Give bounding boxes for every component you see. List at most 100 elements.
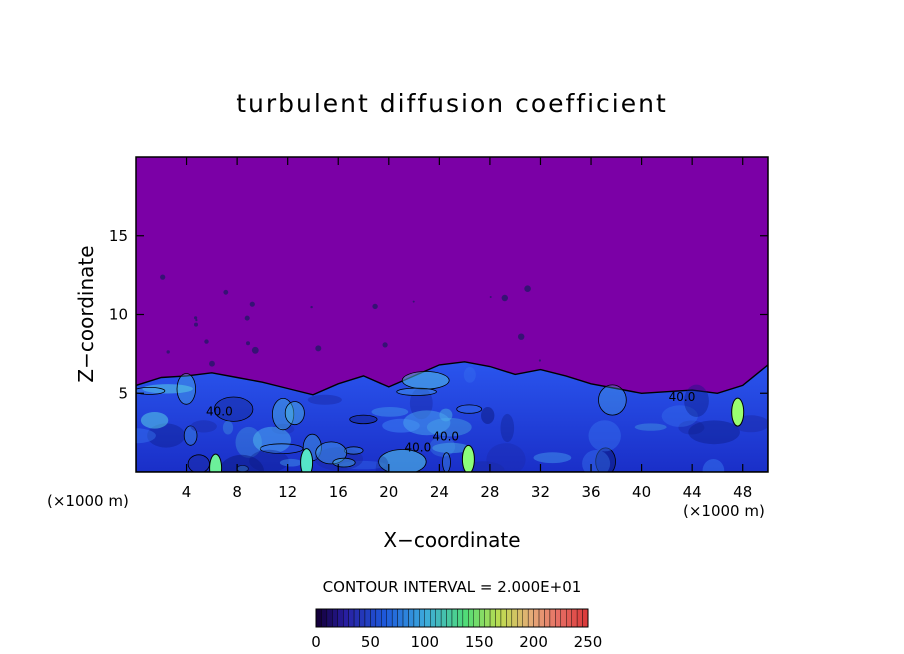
turbulence-eddy [190,420,217,433]
turbulence-eddy [403,410,451,436]
turbulence-eddy [429,436,456,457]
turbulence-eddy [349,414,378,425]
colorbar-cell [533,608,540,628]
colorbar-cell [326,608,333,628]
x-tick-label: 28 [480,483,499,501]
colorbar-cell [435,608,442,628]
colorbar-tick-label: 100 [410,633,439,651]
colorbar-cell [424,608,431,628]
turbulence-eddy [588,420,621,452]
turbulence-eddy [456,404,483,414]
x-tick-label: 16 [329,483,348,501]
y-tick-label: 5 [118,384,128,402]
turbulence-eddy [136,428,156,444]
turbulence-eddy [235,426,262,458]
colorbar-cell [391,608,398,628]
y-tick-label: 15 [109,227,128,245]
colorbar-cell [321,608,328,628]
colorbar-cell [479,608,485,628]
colorbar-cell [549,608,556,628]
turbulence-eddy [533,452,572,464]
turbulence-eddy [142,384,193,394]
turbulence-speck [501,294,508,302]
turbulence-speck [166,350,170,354]
colorbar-cell [375,608,382,628]
high-diffusion-core [461,444,475,472]
colorbar-cell [527,608,534,628]
x-unit-left: (×1000 m) [47,492,129,510]
x-tick-label: 8 [232,483,242,501]
colorbar-tick-label: 50 [361,633,380,651]
y-axis-ticks: 5 10 15 [109,227,768,402]
turbulence-eddy [213,396,254,422]
colorbar-cell [544,608,551,628]
turbulence-eddy [183,425,198,446]
turbulence-eddy [684,384,709,417]
colorbar-cell [364,608,371,628]
colorbar-cell [419,608,425,628]
turbulence-speck [204,339,209,344]
colorbar-cell [408,608,415,628]
x-tick-label: 24 [430,483,449,501]
turbulence-eddy [598,384,627,416]
colorbar-cell [571,608,578,628]
colorbar-cell [517,608,523,628]
x-tick-label: 44 [683,483,702,501]
turbulence-speck [538,359,542,362]
high-diffusion-core [300,448,314,472]
colorbar-cells [315,608,589,628]
turbulence-eddy [187,454,210,472]
turbulence-speck [244,315,250,321]
colorbar-cell [457,608,464,628]
colorbar-cell [402,608,409,628]
turbulence-eddy [688,420,740,445]
turbulence-eddy [401,371,450,390]
turbulence-eddy [279,458,303,467]
turbulence-eddy [582,450,611,472]
turbulence-speck [315,345,322,352]
colorbar-cell [468,608,474,628]
colorbar-cell [473,608,480,628]
colorbar-tick-label: 0 [311,633,321,651]
colorbar-tick-label: 150 [465,633,494,651]
colorbar-cell [462,608,469,628]
colorbar-cell [440,608,447,628]
colorbar-cell [348,608,355,628]
turbulence-speck [412,300,415,303]
colorbar-tick-label: 200 [519,633,548,651]
turbulence-speck [194,322,198,327]
colorbar: 0 50 100 150 200 250 [311,608,602,651]
colorbar-cell [500,608,507,628]
contour-label: 40.0 [405,441,432,455]
turbulence-eddy [463,367,476,383]
x-tick-label: 12 [278,483,297,501]
plot-area: 40.040.040.040.0 4 8 12 16 20 24 28 32 36 40 44 48 … [109,156,769,501]
turbulence-eddy [140,412,169,429]
x-unit-right: (×1000 m) [683,502,765,520]
colorbar-cell [538,608,545,628]
turbulence-eddy [634,423,667,431]
x-axis-ticks: 4 8 12 16 20 24 28 32 36 40 44 48 [182,157,752,501]
turbulence-speck [310,305,313,309]
colorbar-cell [386,608,393,628]
turbulence-eddy [595,447,616,472]
colorbar-cell [381,608,387,628]
y-tick-label: 10 [109,306,128,324]
high-diffusion-core [731,397,745,427]
turbulence-speck [489,296,492,298]
x-tick-label: 32 [531,483,550,501]
turbulence-speck [524,285,531,293]
colorbar-cell [359,608,366,628]
x-tick-label: 48 [733,483,752,501]
colorbar-cell [506,608,513,628]
turbulence-eddy [396,387,437,396]
x-tick-label: 20 [379,483,398,501]
turbulence-eddy [332,457,356,468]
chart-title: turbulent diffusion coefficient [236,89,668,118]
turbulence-eddy [375,456,390,472]
turbulence-eddy [678,420,705,435]
colorbar-cell [560,608,567,628]
turbulence-speck [194,316,198,320]
colorbar-cell [522,608,529,628]
